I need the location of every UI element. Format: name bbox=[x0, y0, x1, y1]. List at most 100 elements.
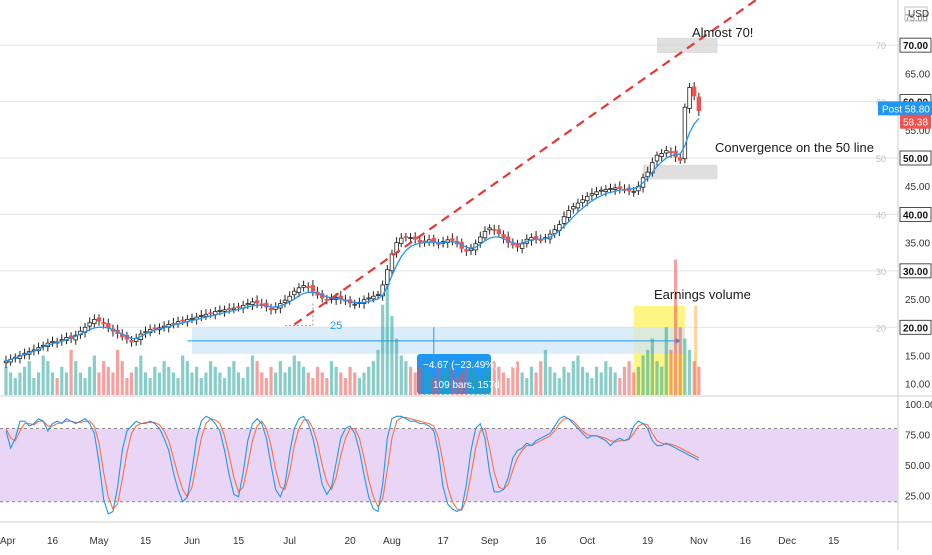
faint-tick-label: 20 bbox=[876, 323, 886, 333]
candle-body bbox=[668, 151, 674, 154]
oscillator-tick-label: 25.00 bbox=[905, 492, 930, 503]
volume-bar bbox=[46, 361, 50, 395]
candle-body bbox=[287, 295, 292, 302]
price-candles bbox=[3, 82, 702, 368]
candle-body bbox=[519, 243, 525, 249]
level-tag-box bbox=[899, 207, 932, 222]
volume-bar bbox=[534, 372, 538, 395]
stochastic-oscillator bbox=[0, 415, 898, 515]
volume-bar bbox=[590, 378, 594, 395]
volume-bar bbox=[571, 361, 575, 395]
time-tick-label: 17 bbox=[438, 536, 450, 547]
volume-bar bbox=[674, 259, 678, 395]
volume-bar bbox=[41, 355, 45, 395]
faint-tick-label: 70 bbox=[876, 41, 886, 51]
volume-bar bbox=[627, 361, 631, 395]
candle-body bbox=[687, 87, 692, 109]
volume-bar bbox=[83, 378, 87, 395]
candle-body bbox=[245, 303, 250, 306]
volume-bar bbox=[260, 372, 264, 395]
level-tag-label: 20.00 bbox=[903, 323, 928, 334]
volume-bar bbox=[381, 304, 385, 395]
price-tick-label: 45.00 bbox=[905, 182, 930, 193]
earnings-annotation: Earnings volume bbox=[654, 287, 751, 302]
candle-body bbox=[385, 269, 390, 285]
volume-bar bbox=[655, 361, 659, 395]
volume-bar bbox=[678, 327, 682, 395]
price-tick-label: 35.00 bbox=[905, 239, 930, 250]
candle-body bbox=[3, 360, 9, 364]
faint-tick-label: 30 bbox=[876, 267, 886, 277]
volume-bar bbox=[227, 366, 231, 395]
volume-bar bbox=[446, 361, 450, 395]
volume-bar bbox=[106, 366, 110, 395]
candle-body bbox=[199, 315, 204, 317]
time-tick-label: Jun bbox=[184, 536, 200, 547]
volume-bar bbox=[367, 366, 371, 395]
time-tick-label: Jul bbox=[283, 536, 296, 547]
peak-highlight-box bbox=[657, 37, 718, 54]
candle-body bbox=[208, 312, 213, 315]
volume-bar bbox=[27, 361, 31, 395]
candle-body bbox=[217, 309, 223, 312]
volume-bar bbox=[348, 366, 352, 395]
peak-annotation: Almost 70! bbox=[692, 25, 753, 40]
volume-bar bbox=[362, 372, 366, 395]
volume-bar bbox=[515, 361, 520, 395]
time-tick-label: Sep bbox=[481, 536, 499, 547]
volume-bar bbox=[334, 366, 338, 395]
stochastic-k-line bbox=[5, 415, 700, 515]
volume-bar bbox=[209, 361, 213, 395]
candle-body bbox=[436, 243, 441, 245]
measure-result-label: −4.67 (−23.49%) −467 bbox=[423, 360, 523, 371]
oscillator-tick-label: 50.00 bbox=[905, 461, 930, 472]
volume-bar bbox=[520, 372, 524, 395]
candle-body bbox=[87, 322, 92, 327]
volume-bar bbox=[441, 372, 445, 395]
volume-bar bbox=[329, 361, 334, 395]
candle-body bbox=[254, 300, 260, 304]
candle-body bbox=[96, 317, 102, 322]
annotation-labels: Almost 70! Convergence on the 50 line Ea… bbox=[330, 9, 929, 391]
candle-body bbox=[417, 239, 423, 243]
candle-body bbox=[129, 340, 134, 343]
volume-bar bbox=[283, 372, 287, 395]
volume-bar bbox=[548, 366, 552, 395]
candle-body bbox=[296, 287, 302, 293]
currency-label: USD bbox=[908, 9, 929, 20]
currency-box bbox=[904, 6, 928, 22]
volume-bar bbox=[353, 372, 357, 395]
candle-body bbox=[464, 249, 469, 252]
candle-body bbox=[692, 86, 697, 97]
volume-bar bbox=[143, 372, 148, 395]
last-price-tag-box bbox=[900, 114, 931, 129]
time-tick-label: Nov bbox=[690, 536, 708, 547]
candle-body bbox=[678, 157, 683, 161]
volume-bar bbox=[246, 366, 250, 395]
volume-bar bbox=[97, 372, 101, 395]
candle-body bbox=[561, 216, 567, 224]
volume-bar bbox=[622, 366, 627, 395]
time-tick-label: 15 bbox=[828, 536, 840, 547]
volume-bar bbox=[646, 349, 650, 395]
volume-bar bbox=[157, 372, 162, 395]
time-tick-label: 16 bbox=[47, 536, 59, 547]
volume-bar bbox=[553, 372, 557, 395]
candle-body bbox=[487, 227, 492, 231]
volume-bar bbox=[111, 372, 115, 395]
moving-average-line bbox=[5, 118, 700, 362]
volume-bar bbox=[529, 366, 534, 395]
candle-body bbox=[189, 317, 195, 320]
time-tick-label: 20 bbox=[345, 536, 357, 547]
volume-bar bbox=[325, 378, 329, 395]
candle-body bbox=[580, 199, 585, 204]
candle-body bbox=[496, 229, 502, 235]
post-tag-box bbox=[878, 101, 932, 116]
volume-bar bbox=[343, 378, 348, 395]
candle-body bbox=[50, 340, 55, 343]
volume-bar bbox=[357, 378, 361, 395]
candle-body bbox=[612, 187, 618, 190]
candle-body bbox=[203, 313, 209, 317]
price-tick-label: 15.00 bbox=[905, 352, 930, 363]
